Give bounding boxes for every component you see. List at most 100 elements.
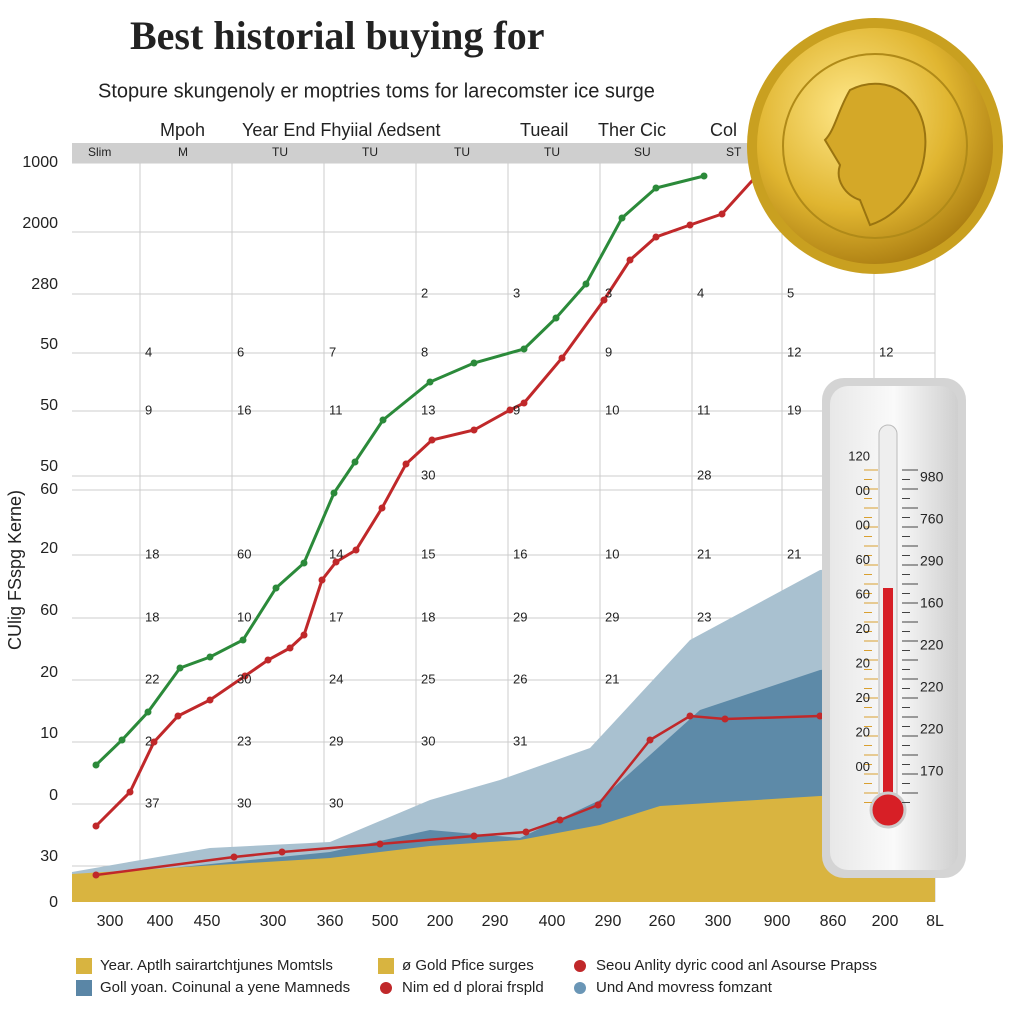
cell: 29 bbox=[513, 609, 527, 624]
thermo-label: 220 bbox=[920, 721, 944, 737]
marker bbox=[126, 788, 134, 796]
x-label: 260 bbox=[649, 913, 676, 930]
x-label: 300 bbox=[97, 913, 124, 930]
cell: 12 bbox=[879, 344, 893, 359]
cell: 22 bbox=[145, 671, 159, 686]
cell: 30 bbox=[237, 795, 251, 810]
x-label: 200 bbox=[427, 913, 454, 930]
legend-label: Goll yoan. Coinunal a yene Mamneds bbox=[100, 979, 350, 996]
cell: 13 bbox=[421, 402, 435, 417]
legend-label: Seou Anlity dyric cood anl Asourse Praps… bbox=[596, 957, 877, 974]
cell: 12 bbox=[787, 344, 801, 359]
legend-swatch bbox=[76, 958, 92, 974]
marker bbox=[378, 504, 386, 512]
marker bbox=[652, 233, 660, 241]
cell: 30 bbox=[237, 671, 251, 686]
header-cell: ST bbox=[726, 145, 742, 159]
cell: 25 bbox=[421, 671, 435, 686]
title: Best historial buying for bbox=[130, 13, 544, 58]
thermo-label: 120 bbox=[848, 448, 870, 463]
x-label: 8L bbox=[926, 913, 944, 930]
cell: 23 bbox=[697, 609, 711, 624]
cell: 2 bbox=[421, 285, 428, 300]
subtitle: Stopure skungenoly er moptries toms for … bbox=[98, 80, 655, 102]
area-gold bbox=[72, 796, 935, 902]
header-cell: SU bbox=[634, 145, 651, 159]
cell: 2 bbox=[145, 733, 152, 748]
cell: 23 bbox=[237, 733, 251, 748]
cell: 4 bbox=[145, 344, 152, 359]
legend-swatch bbox=[574, 982, 586, 994]
cell: 14 bbox=[329, 546, 343, 561]
y-label: 20 bbox=[40, 664, 58, 681]
marker bbox=[92, 871, 100, 879]
x-label: 450 bbox=[194, 913, 221, 930]
marker bbox=[241, 672, 249, 680]
marker bbox=[522, 828, 530, 836]
cell: 21 bbox=[605, 671, 619, 686]
cell: 3 bbox=[513, 285, 520, 300]
marker bbox=[174, 712, 182, 720]
cell: 3 bbox=[605, 285, 612, 300]
y-label: 50 bbox=[40, 458, 58, 475]
cell: 30 bbox=[329, 795, 343, 810]
marker bbox=[520, 345, 528, 353]
legend-label: Und And movress fomzant bbox=[596, 979, 773, 996]
marker bbox=[652, 184, 660, 192]
marker bbox=[300, 631, 308, 639]
marker bbox=[351, 458, 359, 466]
cell: 11 bbox=[329, 402, 343, 417]
marker bbox=[206, 696, 214, 704]
column-header: Tueail bbox=[520, 120, 568, 140]
thermo-label: 20 bbox=[856, 655, 870, 670]
marker bbox=[376, 840, 384, 848]
thermo-label: 220 bbox=[920, 679, 944, 695]
marker bbox=[206, 653, 214, 661]
header-cell: Slim bbox=[88, 145, 111, 159]
y-label: 50 bbox=[40, 336, 58, 353]
thermo-label: 20 bbox=[856, 621, 870, 636]
thermo-label: 160 bbox=[920, 595, 944, 611]
cell: 15 bbox=[421, 546, 435, 561]
marker bbox=[352, 546, 360, 554]
cell: 4 bbox=[697, 285, 704, 300]
marker bbox=[470, 359, 478, 367]
cell: 21 bbox=[787, 546, 801, 561]
marker bbox=[718, 210, 726, 218]
cell: 19 bbox=[787, 402, 801, 417]
thermo-label: 60 bbox=[856, 552, 870, 567]
thermo-label: 290 bbox=[920, 553, 944, 569]
marker bbox=[700, 172, 708, 180]
cell: 8 bbox=[421, 344, 428, 359]
cell: 16 bbox=[237, 402, 251, 417]
marker bbox=[150, 738, 158, 746]
cell: 10 bbox=[605, 402, 619, 417]
thermo-label: 980 bbox=[920, 469, 944, 485]
thermometer-bulb bbox=[869, 791, 907, 829]
marker bbox=[286, 644, 294, 652]
marker bbox=[646, 736, 654, 744]
marker bbox=[618, 214, 626, 222]
thermo-label: 760 bbox=[920, 511, 944, 527]
marker bbox=[118, 736, 126, 744]
thermo-label: 00 bbox=[856, 483, 870, 498]
thermo-label: 170 bbox=[920, 763, 944, 779]
cell: 21 bbox=[697, 546, 711, 561]
legend-swatch bbox=[378, 958, 394, 974]
y-axis-title: CUlig FSspg Kerne) bbox=[5, 490, 25, 650]
header-cell: TU bbox=[544, 145, 560, 159]
y-label: 50 bbox=[40, 397, 58, 414]
y-label: 20 bbox=[40, 540, 58, 557]
marker bbox=[520, 399, 528, 407]
cell: 9 bbox=[145, 402, 152, 417]
x-label: 290 bbox=[595, 913, 622, 930]
cell: 29 bbox=[329, 733, 343, 748]
header-band bbox=[72, 143, 937, 163]
y-label: 0 bbox=[49, 787, 58, 804]
marker bbox=[330, 489, 338, 497]
cell: 18 bbox=[145, 609, 159, 624]
marker bbox=[332, 558, 340, 566]
marker bbox=[506, 406, 514, 414]
marker bbox=[686, 712, 694, 720]
